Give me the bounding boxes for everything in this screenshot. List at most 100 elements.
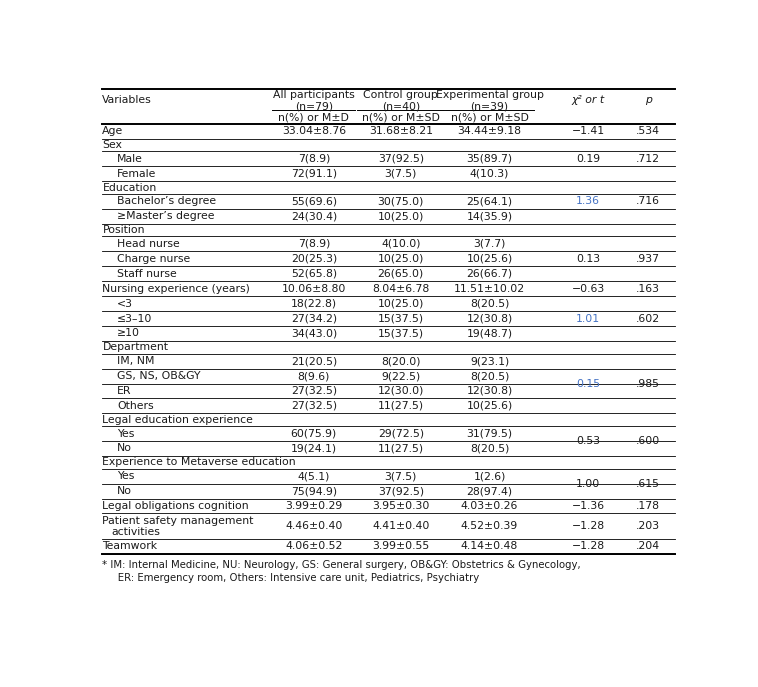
Text: 34(43.0): 34(43.0): [291, 328, 337, 339]
Text: ER: Emergency room, Others: Intensive care unit, Pediatrics, Psychiatry: ER: Emergency room, Others: Intensive ca…: [108, 574, 480, 583]
Text: .712: .712: [636, 154, 660, 164]
Text: 27(34.2): 27(34.2): [291, 313, 337, 324]
Text: Yes: Yes: [117, 471, 134, 481]
Text: .602: .602: [636, 313, 660, 324]
Text: 4.06±0.52: 4.06±0.52: [285, 541, 343, 551]
Text: ≤3–10: ≤3–10: [117, 313, 152, 324]
Text: Head nurse: Head nurse: [117, 239, 180, 249]
Text: −1.28: −1.28: [572, 541, 605, 551]
Text: 19(24.1): 19(24.1): [291, 444, 337, 453]
Text: 15(37.5): 15(37.5): [377, 313, 424, 324]
Text: 0.13: 0.13: [576, 254, 600, 264]
Text: Nursing experience (years): Nursing experience (years): [102, 284, 250, 294]
Text: Charge nurse: Charge nurse: [117, 254, 190, 264]
Text: −0.63: −0.63: [572, 284, 605, 294]
Text: 9(22.5): 9(22.5): [381, 371, 421, 381]
Text: ER: ER: [117, 386, 132, 396]
Text: 10(25.0): 10(25.0): [377, 299, 424, 308]
Text: 0.19: 0.19: [576, 154, 600, 164]
Text: 1.36: 1.36: [576, 196, 600, 206]
Text: 31.68±8.21: 31.68±8.21: [369, 126, 433, 136]
Text: 3.99±0.55: 3.99±0.55: [372, 541, 430, 551]
Text: <3: <3: [117, 299, 133, 308]
Text: Legal education experience: Legal education experience: [102, 415, 253, 425]
Text: .534: .534: [636, 126, 660, 136]
Text: Experimental group
(n=39): Experimental group (n=39): [436, 89, 543, 111]
Text: 37(92.5): 37(92.5): [377, 154, 424, 164]
Text: 8(20.5): 8(20.5): [470, 299, 509, 308]
Text: .204: .204: [636, 541, 660, 551]
Text: 10(25.0): 10(25.0): [377, 212, 424, 221]
Text: 10(25.6): 10(25.6): [466, 401, 512, 411]
Text: 21(20.5): 21(20.5): [291, 356, 337, 366]
Text: 4.14±0.48: 4.14±0.48: [461, 541, 518, 551]
Text: 4.46±0.40: 4.46±0.40: [285, 521, 343, 531]
Text: n(%) or M±D: n(%) or M±D: [278, 113, 349, 123]
Text: 29(72.5): 29(72.5): [377, 429, 424, 438]
Text: 14(35.9): 14(35.9): [466, 212, 512, 221]
Text: 24(30.4): 24(30.4): [291, 212, 337, 221]
Text: ≥Master’s degree: ≥Master’s degree: [117, 212, 215, 221]
Text: Experience to Metaverse education: Experience to Metaverse education: [102, 458, 296, 467]
Text: 35(89.7): 35(89.7): [466, 154, 512, 164]
Text: Patient safety management: Patient safety management: [102, 515, 254, 526]
Text: 8(20.5): 8(20.5): [470, 371, 509, 381]
Text: .163: .163: [636, 284, 660, 294]
Text: 8.04±6.78: 8.04±6.78: [372, 284, 430, 294]
Text: 25(64.1): 25(64.1): [466, 196, 512, 206]
Text: 52(65.8): 52(65.8): [291, 269, 337, 279]
Text: 3(7.5): 3(7.5): [384, 471, 417, 481]
Text: n(%) or M±SD: n(%) or M±SD: [450, 113, 528, 123]
Text: 18(22.8): 18(22.8): [291, 299, 337, 308]
Text: 33.04±8.76: 33.04±8.76: [282, 126, 346, 136]
Text: 26(65.0): 26(65.0): [377, 269, 424, 279]
Text: 75(94.9): 75(94.9): [291, 486, 337, 496]
Text: 3.95±0.30: 3.95±0.30: [372, 501, 430, 511]
Text: −1.36: −1.36: [572, 501, 605, 511]
Text: 8(20.5): 8(20.5): [470, 444, 509, 453]
Text: 15(37.5): 15(37.5): [377, 328, 424, 339]
Text: 10.06±8.80: 10.06±8.80: [282, 284, 346, 294]
Text: All participants
(n=79): All participants (n=79): [273, 89, 355, 111]
Text: 20(25.3): 20(25.3): [291, 254, 337, 264]
Text: 11(27.5): 11(27.5): [377, 444, 424, 453]
Text: activities: activities: [111, 527, 160, 537]
Text: −1.41: −1.41: [572, 126, 605, 136]
Text: 55(69.6): 55(69.6): [291, 196, 337, 206]
Text: 4.41±0.40: 4.41±0.40: [372, 521, 430, 531]
Text: * IM: Internal Medicine, NU: Neurology, GS: General surgery, OB&GY: Obstetrics &: * IM: Internal Medicine, NU: Neurology, …: [102, 560, 581, 570]
Text: Others: Others: [117, 401, 154, 411]
Text: 27(32.5): 27(32.5): [291, 401, 337, 411]
Text: .615: .615: [636, 479, 660, 488]
Text: 27(32.5): 27(32.5): [291, 386, 337, 396]
Text: 34.44±9.18: 34.44±9.18: [458, 126, 522, 136]
Text: Variables: Variables: [102, 95, 152, 105]
Text: −1.28: −1.28: [572, 521, 605, 531]
Text: No: No: [117, 444, 132, 453]
Text: IM, NM: IM, NM: [117, 356, 155, 366]
Text: 3(7.5): 3(7.5): [384, 169, 417, 179]
Text: 8(20.0): 8(20.0): [381, 356, 421, 366]
Text: .716: .716: [636, 196, 660, 206]
Text: 26(66.7): 26(66.7): [466, 269, 512, 279]
Text: 4(5.1): 4(5.1): [298, 471, 330, 481]
Text: 11(27.5): 11(27.5): [377, 401, 424, 411]
Text: 60(75.9): 60(75.9): [291, 429, 337, 438]
Text: No: No: [117, 486, 132, 496]
Text: 12(30.8): 12(30.8): [466, 386, 512, 396]
Text: 0.53: 0.53: [576, 436, 600, 446]
Text: 12(30.0): 12(30.0): [377, 386, 424, 396]
Text: 9(23.1): 9(23.1): [470, 356, 509, 366]
Text: Age: Age: [102, 126, 124, 136]
Text: 1.01: 1.01: [576, 313, 600, 324]
Text: Bachelor’s degree: Bachelor’s degree: [117, 196, 216, 206]
Text: 7(8.9): 7(8.9): [298, 239, 330, 249]
Text: 12(30.8): 12(30.8): [466, 313, 512, 324]
Text: χ² or t: χ² or t: [572, 95, 605, 105]
Text: 28(97.4): 28(97.4): [466, 486, 512, 496]
Text: .203: .203: [636, 521, 660, 531]
Text: 19(48.7): 19(48.7): [466, 328, 512, 339]
Text: 4.52±0.39: 4.52±0.39: [461, 521, 518, 531]
Text: Yes: Yes: [117, 429, 134, 438]
Text: 1(2.6): 1(2.6): [473, 471, 506, 481]
